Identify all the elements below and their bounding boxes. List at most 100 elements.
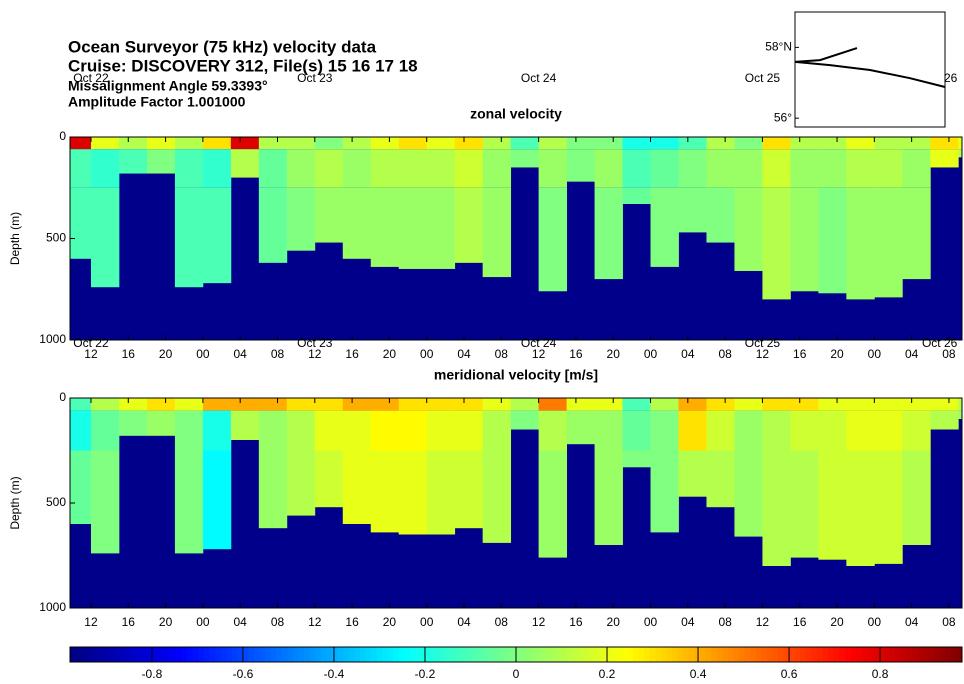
velocity-cell bbox=[594, 450, 623, 545]
velocity-cell bbox=[790, 450, 819, 558]
velocity-cell bbox=[790, 187, 819, 292]
x-tick-label: 16 bbox=[122, 347, 136, 361]
colorbar-step bbox=[677, 647, 684, 662]
colorbar-step bbox=[532, 647, 539, 662]
velocity-cell bbox=[594, 410, 623, 451]
velocity-cell bbox=[650, 450, 679, 533]
colorbar-step bbox=[181, 647, 188, 662]
colorbar-step bbox=[426, 647, 433, 662]
velocity-cell bbox=[314, 187, 344, 243]
colorbar-step bbox=[454, 647, 461, 662]
colorbar-step bbox=[655, 647, 662, 662]
y-axis-label: Depth (m) bbox=[8, 212, 22, 265]
velocity-cell bbox=[454, 187, 484, 263]
colorbar-step bbox=[883, 647, 891, 662]
velocity-cell bbox=[734, 187, 763, 271]
colorbar-step bbox=[293, 647, 300, 662]
colorbar-step bbox=[867, 647, 874, 662]
velocity-cell bbox=[846, 410, 875, 451]
velocity-cell bbox=[762, 398, 791, 411]
x-tick-label: 08 bbox=[718, 347, 732, 361]
colorbar-step bbox=[582, 647, 589, 662]
x-tick-label: 08 bbox=[495, 347, 509, 361]
velocity-cell bbox=[90, 450, 120, 554]
velocity-cell bbox=[902, 410, 931, 451]
x-tick-label: 20 bbox=[607, 615, 621, 629]
velocity-cell bbox=[482, 149, 512, 188]
colorbar-step bbox=[705, 647, 712, 662]
x-tick-label: 20 bbox=[383, 347, 397, 361]
velocity-cell bbox=[790, 137, 819, 150]
velocity-cell bbox=[678, 187, 707, 233]
colorbar-step bbox=[789, 647, 796, 662]
velocity-cell bbox=[846, 187, 875, 300]
colorbar-step bbox=[270, 647, 277, 662]
velocity-cell bbox=[650, 398, 679, 411]
colorbar-step bbox=[805, 647, 812, 662]
velocity-cell bbox=[90, 410, 120, 451]
velocity-cell bbox=[818, 398, 847, 411]
velocity-cell bbox=[538, 137, 567, 150]
velocity-cell bbox=[258, 398, 288, 411]
colorbar-step bbox=[588, 647, 595, 662]
colorbar-step bbox=[348, 647, 355, 662]
velocity-cell bbox=[454, 137, 484, 150]
x-tick-label: 04 bbox=[234, 615, 248, 629]
colorbar-step bbox=[922, 647, 930, 662]
colorbar-step bbox=[755, 647, 762, 662]
velocity-cell bbox=[286, 398, 316, 411]
x-tick-label: 12 bbox=[532, 615, 546, 629]
colorbar-step bbox=[694, 647, 701, 662]
velocity-cell bbox=[426, 410, 456, 451]
velocity-cell bbox=[930, 149, 959, 168]
velocity-cell bbox=[790, 410, 819, 451]
colorbar-step bbox=[203, 647, 210, 662]
velocity-cell bbox=[370, 137, 400, 150]
velocity-cell bbox=[874, 398, 903, 411]
colorbar-step bbox=[187, 647, 194, 662]
velocity-cell bbox=[286, 137, 316, 150]
colorbar-step bbox=[493, 647, 500, 662]
velocity-cell bbox=[874, 187, 903, 298]
colorbar-step bbox=[555, 647, 562, 662]
velocity-cell bbox=[622, 149, 651, 188]
y-tick-label: 500 bbox=[46, 231, 66, 245]
velocity-cell bbox=[146, 137, 176, 150]
velocity-cell bbox=[286, 149, 316, 188]
x-tick-label: 00 bbox=[868, 615, 882, 629]
x-tick-label: 08 bbox=[942, 615, 956, 629]
velocity-cell bbox=[314, 410, 344, 451]
colorbar-step bbox=[159, 647, 166, 662]
velocity-cell bbox=[118, 398, 148, 411]
velocity-cell bbox=[286, 410, 316, 451]
colorbar-step bbox=[337, 647, 344, 662]
colorbar-step bbox=[778, 647, 785, 662]
velocity-cell bbox=[202, 450, 232, 550]
colorbar-step bbox=[828, 647, 835, 662]
velocity-cell bbox=[874, 137, 903, 150]
colorbar-step bbox=[153, 647, 160, 662]
x-tick-label: 16 bbox=[345, 615, 359, 629]
colorbar-step bbox=[499, 647, 506, 662]
velocity-cell bbox=[370, 450, 400, 533]
colorbar-step bbox=[393, 647, 400, 662]
velocity-cell bbox=[426, 149, 456, 188]
colorbar-step bbox=[666, 647, 673, 662]
velocity-cell bbox=[174, 450, 204, 554]
colorbar-tick-label: -0.4 bbox=[324, 667, 345, 681]
colorbar-step bbox=[237, 647, 244, 662]
velocity-cell bbox=[650, 187, 679, 267]
velocity-cell bbox=[818, 137, 847, 150]
colorbar-step bbox=[214, 647, 222, 662]
velocity-cell bbox=[398, 450, 428, 535]
velocity-cell bbox=[286, 187, 316, 251]
colorbar-step bbox=[142, 647, 149, 662]
velocity-cell bbox=[762, 149, 791, 188]
colorbar-step bbox=[906, 647, 913, 662]
x-tick-label: 04 bbox=[457, 615, 471, 629]
colorbar-step bbox=[889, 647, 896, 662]
colorbar-step bbox=[359, 647, 366, 662]
colorbar-step bbox=[170, 647, 177, 662]
velocity-cell bbox=[482, 410, 512, 451]
amplitude: Amplitude Factor 1.001000 bbox=[68, 94, 246, 110]
